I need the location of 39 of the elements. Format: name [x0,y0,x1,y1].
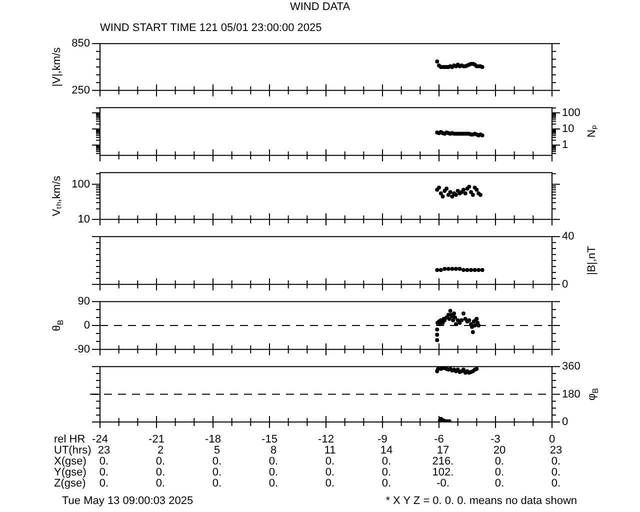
text: Z(gse) 0. 0. 0. 0. 0. 0. -0. 0. 0. [54,478,561,490]
y-axis-title: Vₜₕ,km/s [51,175,64,216]
x-tick-label: -15 [262,434,278,446]
y2-tick-label: 40 [562,230,574,243]
y2-axis-title: φB [586,388,600,401]
x-tick-label: -3 [490,434,500,446]
y-tick-label: 250 [72,84,90,96]
x-tick-label: -24 [92,434,108,446]
y-tick-label: 850 [72,38,90,50]
y-axis-title: |V|,km/s [51,46,64,87]
chart-subtitle: WIND START TIME 121 05/01 23:00:00 2025 [100,22,322,35]
x-tick-label: 0 [548,434,556,446]
x-axis-title: rel HR [54,434,86,446]
text: X(gse) 0. 0. 0. 0. 0. 0. 216. 0. 0. [54,456,561,468]
y2-tick-label: 0 [562,278,568,290]
x-tick-label: -9 [378,434,388,446]
y2-tick-label: 1 [562,139,568,152]
y-tick-label: -90 [74,343,90,356]
y-axis-title: θB [51,320,66,332]
y-tick-label: 90 [78,296,90,308]
y2-tick-label: 360 [562,360,580,373]
text: * X Y Z = 0. 0. 0. means no data shown [386,495,577,507]
y-tick-label: 0 [84,320,90,332]
y2-axis-title: Nₚ [586,126,598,138]
y-tick-label: 10 [78,213,90,226]
chart-title: WIND DATA [288,1,352,14]
x-tick-label: -12 [318,434,334,446]
y2-tick-label: 10 [562,122,574,135]
x-tick-label: -18 [205,434,221,446]
y2-tick-label: 100 [562,106,580,119]
y2-axis-title: |B|,nT [586,246,598,275]
x-tick-label: -21 [148,434,164,446]
y2-tick-label: 180 [562,388,580,400]
x-tick-label: -6 [434,434,444,446]
y-tick-label: 100 [72,178,90,190]
text: UT(hrs) 23 2 5 8 11 14 17 20 23 [54,444,562,457]
y2-tick-label: 0 [562,416,568,428]
text: Y(gse) 0. 0. 0. 0. 0. 0. 102. 0. 0. [54,466,561,479]
text: Tue May 13 09:00:03 2025 [62,495,194,507]
